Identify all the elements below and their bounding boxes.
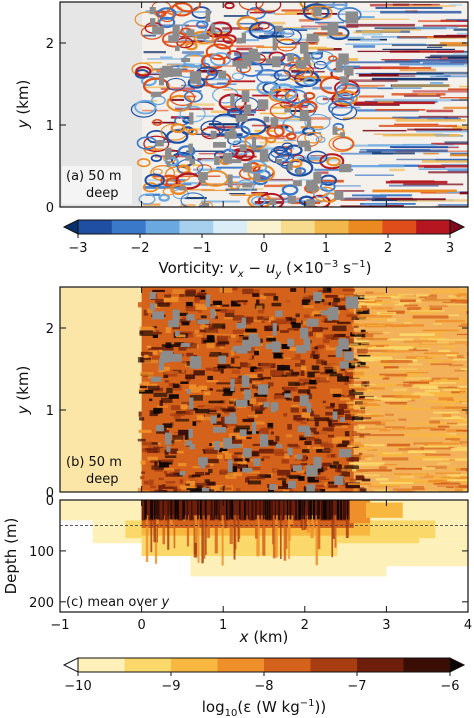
panel-c-y-ticks: 0 100 200 xyxy=(29,494,468,611)
panel-c-x-tick-label: 0 xyxy=(137,618,145,633)
colorbar-dissipation-swatch xyxy=(78,658,125,672)
colorbar-vorticity-tick-label: −2 xyxy=(130,241,149,256)
colorbar-vorticity-tick-label: 3 xyxy=(446,241,454,256)
colorbar-vorticity-swatch xyxy=(416,220,451,234)
colorbar-vorticity-swatch xyxy=(78,220,113,234)
panel-c-x-tick-label: −1 xyxy=(50,618,69,633)
panel-b: 0 1 2 y (km) (b) 50 m deep xyxy=(14,286,469,501)
colorbar-dissipation-extend-low xyxy=(62,657,79,673)
colorbar-vorticity-tick-label: 0 xyxy=(260,241,268,256)
colorbar-vorticity: −3 −2 −1 0 1 2 3 Vorticity: vx − uy (×10−3 s−1… xyxy=(62,219,466,280)
panel-b-ylabel: y (km) xyxy=(14,366,32,416)
colorbar-vorticity-swatch xyxy=(382,220,417,234)
panel-c-x-tick-label: 3 xyxy=(382,618,390,633)
panel-b-field xyxy=(60,287,468,492)
panel-a-y-tick-label: 1 xyxy=(46,119,54,134)
colorbar-dissipation: −10 −9 −8 −7 −6 log10(ε (W kg−1)) xyxy=(62,657,466,718)
panel-c-xlabel: x (km) xyxy=(239,628,289,646)
panel-b-frame xyxy=(59,286,469,493)
colorbar-dissipation-tick-label: −9 xyxy=(161,679,180,694)
panel-c-field xyxy=(60,500,468,612)
colorbar-dissipation-tick-label: −7 xyxy=(347,679,366,694)
panel-a-label: (a) 50 m xyxy=(66,169,122,184)
colorbar-vorticity-swatch xyxy=(145,220,180,234)
panel-c-label: (c) mean over y xyxy=(66,595,170,610)
panel-c-x-ticks: −1 0 1 2 3 4 xyxy=(50,500,472,633)
colorbar-vorticity-tick-label: −1 xyxy=(192,241,211,256)
colorbar-vorticity-swatch xyxy=(247,220,282,234)
panel-c-x-tick-label: 1 xyxy=(219,618,227,633)
colorbar-vorticity-swatch xyxy=(213,220,248,234)
colorbar-vorticity-swatch xyxy=(179,220,214,234)
panel-b-label-line2: deep xyxy=(86,472,119,487)
panel-a: 0 1 2 y (km) (a) 50 m deep xyxy=(14,1,469,216)
colorbar-vorticity-tick-label: −3 xyxy=(68,241,87,256)
panel-c-ylabel: Depth (m) xyxy=(2,518,20,595)
panel-c-y-tick-label: 0 xyxy=(46,494,54,509)
colorbar-vorticity-ticks: −3 −2 −1 0 1 2 3 xyxy=(68,234,454,256)
colorbar-vorticity-tick-label: 1 xyxy=(322,241,330,256)
colorbar-dissipation-ticks: −10 −9 −8 −7 −6 xyxy=(64,672,460,694)
panel-a-y-ticks: 0 1 2 xyxy=(46,37,468,216)
colorbar-vorticity-extend-high xyxy=(449,219,466,235)
panel-c-dissipation-section xyxy=(60,500,468,577)
colorbar-dissipation-extend-high xyxy=(449,657,466,673)
colorbar-vorticity-swatch xyxy=(314,220,349,234)
colorbar-dissipation-label: log10(ε (W kg−1)) xyxy=(202,698,326,718)
panel-c-x-tick-label: 2 xyxy=(301,618,309,633)
colorbar-vorticity-tick-label: 2 xyxy=(384,241,392,256)
colorbar-dissipation-swatch xyxy=(403,658,451,672)
colorbar-dissipation-tick-label: −10 xyxy=(64,679,91,694)
panel-b-x-ticks xyxy=(59,287,469,492)
panel-c-frame xyxy=(59,499,469,613)
colorbar-dissipation-swatch xyxy=(217,658,265,672)
panel-b-y-ticks: 0 1 2 xyxy=(46,322,468,501)
colorbar-vorticity-swatch xyxy=(280,220,316,234)
colorbar-dissipation-swatch xyxy=(357,658,404,672)
panel-a-y-tick-label: 0 xyxy=(46,201,54,216)
panel-a-x-ticks xyxy=(59,2,469,207)
colorbar-dissipation-tick-label: −6 xyxy=(440,679,459,694)
panel-b-y-tick-label: 1 xyxy=(46,404,54,419)
colorbar-dissipation-swatch xyxy=(171,658,218,672)
panel-a-vorticity-structures xyxy=(130,2,468,207)
panel-a-label-line2: deep xyxy=(86,186,119,201)
panel-b-y-tick-label: 0 xyxy=(46,486,54,501)
colorbar-dissipation-tick-label: −8 xyxy=(254,679,273,694)
colorbar-dissipation-swatch xyxy=(310,658,358,672)
colorbar-vorticity-swatch xyxy=(348,220,383,234)
panel-c-y-tick-label: 200 xyxy=(29,596,54,611)
panel-c-y-tick-label: 100 xyxy=(29,545,54,560)
colorbar-dissipation-swatch xyxy=(124,658,172,672)
panel-a-frame xyxy=(59,1,469,208)
colorbar-vorticity-extend-low xyxy=(62,219,79,235)
panel-b-y-tick-label: 2 xyxy=(46,322,54,337)
colorbar-vorticity-label: Vorticity: vx − uy (×10−3 s−1) xyxy=(158,259,371,280)
panel-a-ylabel: y (km) xyxy=(14,80,32,130)
colorbar-vorticity-swatch xyxy=(111,220,147,234)
colorbar-dissipation-swatch xyxy=(264,658,311,672)
panel-a-y-tick-label: 2 xyxy=(46,37,54,52)
panel-b-label: (b) 50 m xyxy=(66,455,122,470)
panel-b-dissipation-structures xyxy=(137,287,468,492)
panel-c: 0 100 200 −1 0 1 2 3 4 Depth (m) (c) mean over … xyxy=(2,494,472,646)
panel-c-x-tick-label: 4 xyxy=(464,618,472,633)
panel-a-field xyxy=(60,2,468,207)
